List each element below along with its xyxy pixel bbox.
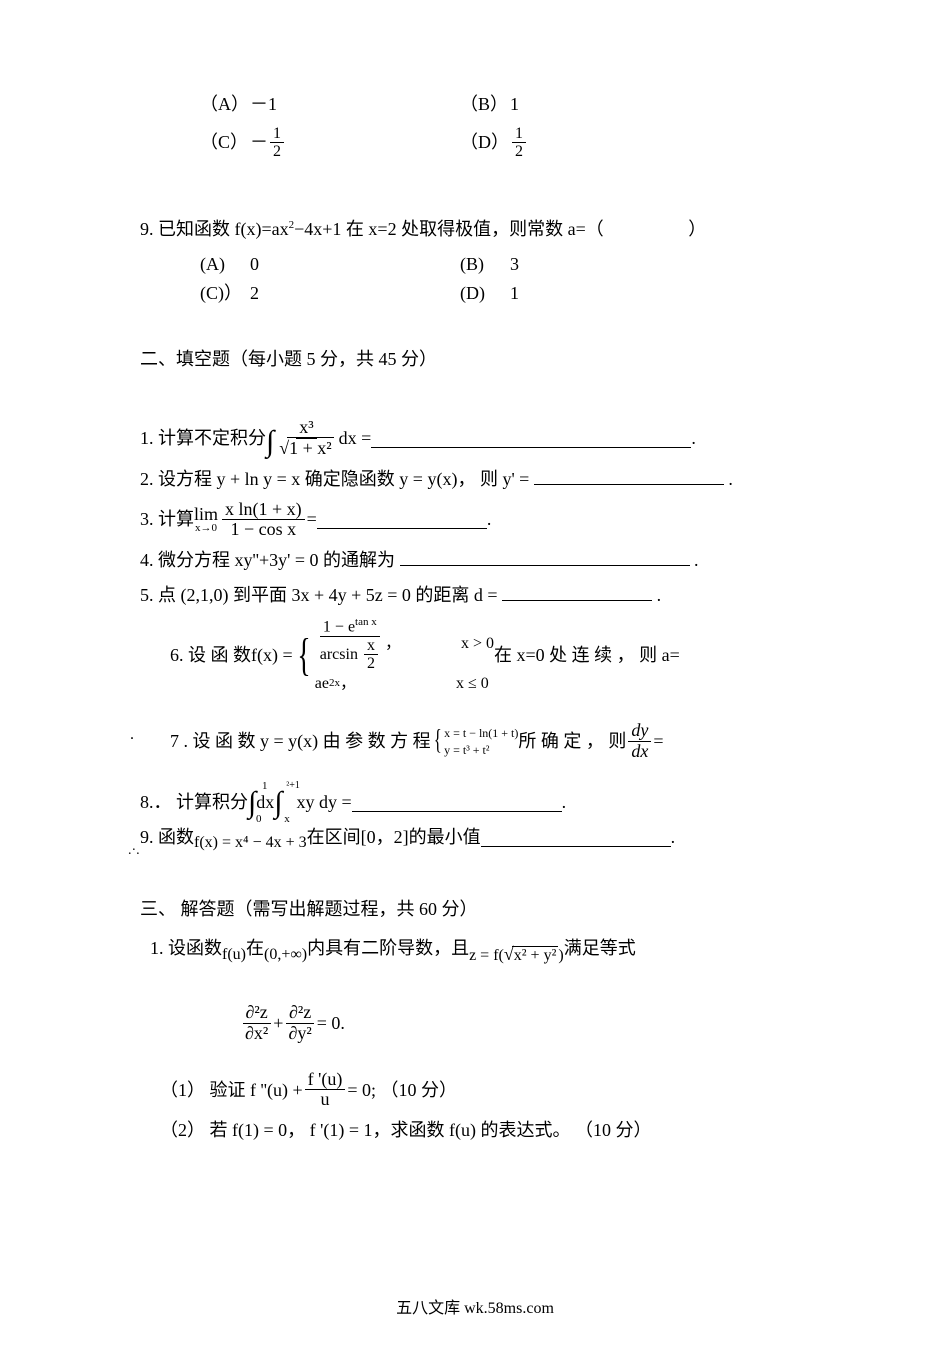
s2-q4: 4. 微分方程 xy''+3y' = 0 的通解为 . — [140, 546, 810, 575]
mcq-tail-row2: （C） － 1 2 （D） 1 2 — [200, 125, 810, 161]
s2-q1: 1. 计算不定积分 ∫ x³ 1 + x² dx = . — [140, 418, 810, 459]
section2-title: 二、填空题（每小题 5 分，共 45 分） — [140, 345, 810, 374]
s2-q9: 9. 函数 f(x) = x⁴ − 4x + 3 在区间[0，2]的最小值 . — [140, 823, 810, 852]
opt-D-frac: 1 2 — [512, 125, 526, 161]
sqrt-icon: 1 + x² — [279, 439, 333, 459]
q9-opt-B: (B) 3 — [460, 250, 720, 279]
opt-B-label: （B） — [460, 90, 510, 119]
s2-q3: 3. 计算 lim x→0 x ln(1 + x) 1 − cos x = . — [140, 500, 810, 541]
brace-small-icon: { — [433, 730, 441, 752]
opt-D-label: （D） — [460, 128, 510, 157]
section3-title: 三、 解答题（需写出解题过程，共 60 分） — [140, 895, 810, 924]
s2-q1-blank — [371, 429, 691, 448]
opt-A-label: （A） — [200, 90, 250, 119]
opt-C-prefix: － — [250, 128, 268, 157]
opt-D: （D） 1 2 — [460, 125, 720, 161]
q9-row2: (C)） 2 (D) 1 — [200, 279, 810, 308]
s2-q1-frac: x³ 1 + x² — [276, 418, 336, 459]
s3-q1-line1: 1. 设函数 f(u) 在 (0,+∞) 内具有二阶导数，且 z = f(x² … — [150, 934, 810, 963]
s2-q9-blank — [481, 828, 671, 847]
integral-icon-outer: ∫ — [248, 786, 256, 819]
s2-q3-blank — [317, 510, 487, 529]
s2-q3-frac: x ln(1 + x) 1 − cos x — [222, 500, 305, 541]
s2-q5-blank — [502, 582, 652, 601]
opt-B-value: 1 — [510, 90, 519, 119]
s2-q6: 6. 设 函 数 f(x) = { 1 − etan x arcsin x2 ，… — [170, 616, 810, 696]
s3-q1-p2: （2） 若 f(1) = 0， f '(1) = 1，求函数 f(u) 的表达式… — [160, 1116, 810, 1145]
exam-page: （A） －1 （B） 1 （C） － 1 2 （D） 1 2 9. 已知函数 f… — [0, 0, 950, 1346]
q9-row1: (A) 0 (B) 3 — [200, 250, 810, 279]
opt-B: （B） 1 — [460, 90, 720, 119]
opt-A-value: －1 — [250, 90, 277, 119]
opt-C-label: （C） — [200, 128, 250, 157]
lim-label: lim — [194, 505, 218, 523]
q9-opt-C: (C)） 2 — [200, 279, 460, 308]
sqrt-icon-2: x² + y² — [504, 940, 559, 969]
q9-stem: 9. 已知函数 f(x)=ax2−4x+1 在 x=2 处取得极值，则常数 a=… — [140, 215, 810, 244]
s2-q8-blank — [352, 793, 562, 812]
s2-q7: 7 . 设 函 数 y = y(x) 由 参 数 方 程 { x = t − l… — [170, 721, 810, 762]
stray-dot: . — [130, 722, 134, 748]
s2-q6-pieces: 1 − etan x arcsin x2 ， x > 0 ae2x ， x ≤ … — [315, 616, 494, 696]
page-footer: 五八文库 wk.58ms.com — [0, 1296, 950, 1322]
mcq-tail-row1: （A） －1 （B） 1 — [200, 90, 810, 119]
s2-q2-blank — [534, 466, 724, 485]
q9-opt-D: (D) 1 — [460, 279, 720, 308]
stray-dots: .·. — [128, 840, 140, 862]
opt-C: （C） － 1 2 — [200, 125, 460, 161]
s2-q8: 8.． 计算积分 ∫ 1 0 dx ∫ ²+1 x xy dy = . — [140, 788, 810, 817]
s3-q1-eq: ∂²z ∂x² + ∂²z ∂y² = 0. — [240, 1003, 810, 1044]
s3-q1-p1: （1） 验证 f ''(u) + f '(u) u = 0; （10 分） — [160, 1070, 810, 1111]
s2-q5: 5. 点 (2,1,0) 到平面 3x + 4y + 5z = 0 的距离 d … — [140, 581, 810, 610]
brace-icon: { — [297, 637, 310, 674]
opt-C-frac: 1 2 — [270, 125, 284, 161]
opt-A: （A） －1 — [200, 90, 460, 119]
q9-opt-A: (A) 0 — [200, 250, 460, 279]
integral-icon-inner: ∫ — [274, 786, 282, 819]
s2-q2: 2. 设方程 y + ln y = x 确定隐函数 y = y(x)， 则 y'… — [140, 465, 810, 494]
s2-q4-blank — [400, 547, 690, 566]
